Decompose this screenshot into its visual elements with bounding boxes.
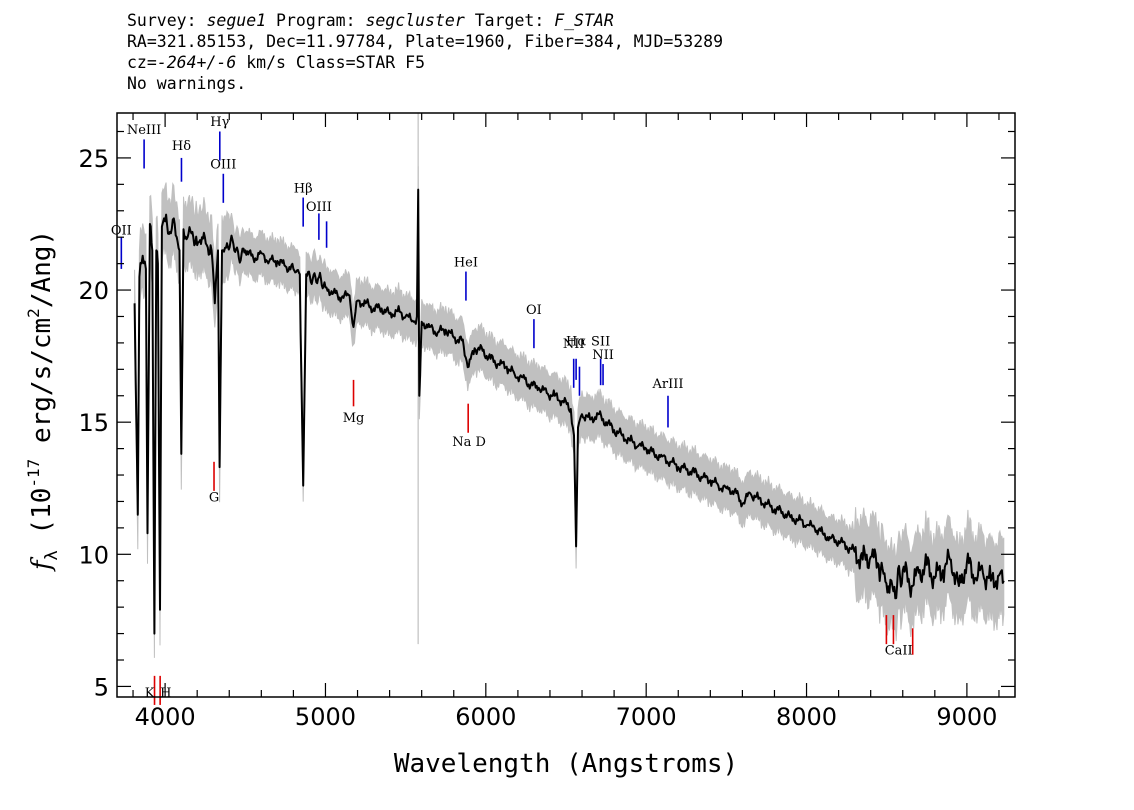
spectrum-line xyxy=(133,188,1005,635)
emission-label: OII xyxy=(111,224,132,239)
emission-label: ArIII xyxy=(651,377,683,392)
emission-label: Hγ xyxy=(210,115,229,130)
spectrum-layer xyxy=(133,188,1005,635)
absorption-label: Na D xyxy=(452,435,486,450)
header-coords-line: RA=321.85153, Dec=11.97784, Plate=1960, … xyxy=(127,32,724,51)
header-warnings-line: No warnings. xyxy=(127,74,247,93)
emission-label: Hβ xyxy=(294,181,313,196)
emission-label: NeIII xyxy=(127,123,161,138)
x-tick-label: 4000 xyxy=(135,703,196,731)
absorption-label: Mg xyxy=(343,411,365,426)
y-tick-label: 5 xyxy=(94,673,109,701)
emission-label: NII xyxy=(563,337,585,352)
emission-label: Hα xyxy=(566,335,586,350)
axes: 4000 5000 6000 7000 8000 9000 5 10 15 20 25 xyxy=(78,112,1016,731)
y-tick-label: 10 xyxy=(78,541,109,569)
spectrum-header: Survey: segue1 Program: segcluster Targe… xyxy=(127,10,723,94)
emission-label: OI xyxy=(526,303,542,318)
x-tick-label: 8000 xyxy=(776,703,837,731)
emission-label: HeI xyxy=(454,255,478,270)
emission-label: Hδ xyxy=(172,139,191,154)
x-tick-label: 6000 xyxy=(455,703,516,731)
emission-label: NII xyxy=(592,348,614,363)
absorption-label: G xyxy=(209,490,219,505)
emission-label: SII xyxy=(591,335,610,350)
plot-frame xyxy=(116,112,1016,698)
y-axis-label: fλ (10-17 erg/s/cm2/Ang) xyxy=(24,230,62,572)
x-tick-label: 9000 xyxy=(936,703,997,731)
x-tick-label: 7000 xyxy=(616,703,677,731)
y-tick-label: 15 xyxy=(78,409,109,437)
absorption-label: CaII xyxy=(885,644,913,659)
y-tick-label: 20 xyxy=(78,277,109,305)
emission-label: OIII xyxy=(306,200,332,215)
y-tick-label: 25 xyxy=(78,145,109,173)
emission-label: OIII xyxy=(210,157,236,172)
absorption-label: H xyxy=(160,686,171,701)
header-survey-line: Survey: segue1 Program: segcluster Targe… xyxy=(127,11,614,30)
x-axis-label: Wavelength (Angstroms) xyxy=(394,749,738,779)
absorption-label: K xyxy=(145,686,155,701)
x-tick-label: 5000 xyxy=(295,703,356,731)
header-class-line: cz=-264+/-6 km/s Class=STAR F5 xyxy=(127,53,426,72)
